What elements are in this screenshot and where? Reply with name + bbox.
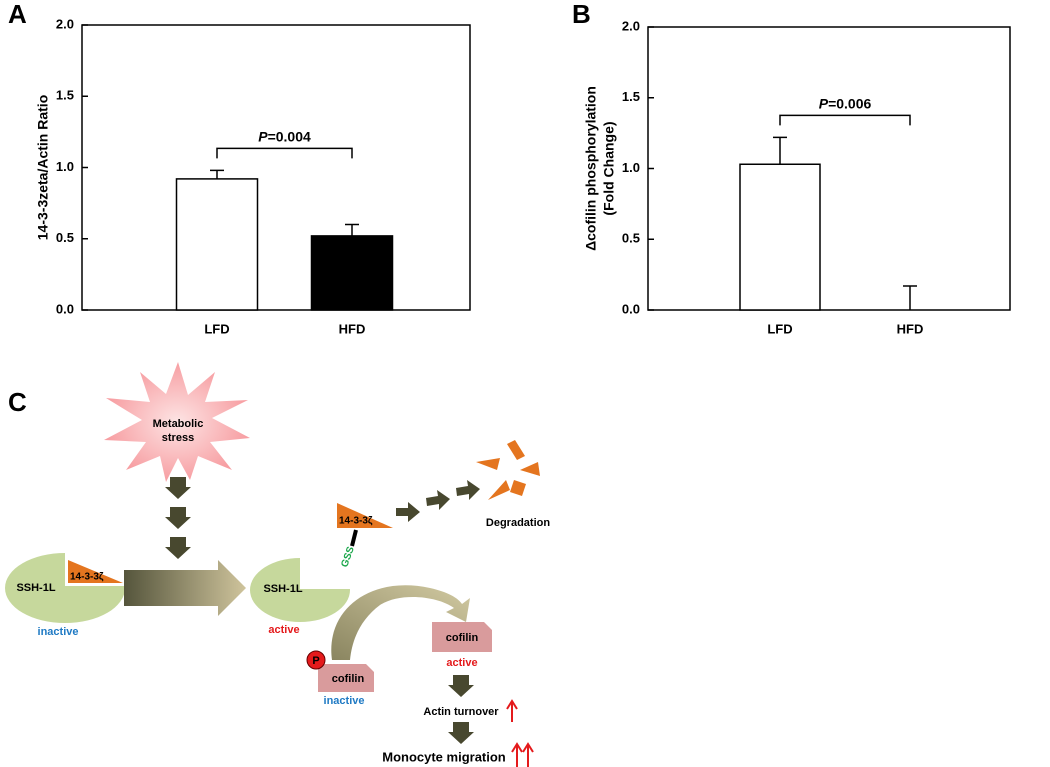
error-bar	[903, 285, 917, 310]
significance-bracket	[216, 147, 353, 159]
y-axis-label: (Fold Change)	[601, 121, 617, 215]
significance-bracket	[779, 114, 911, 126]
protein-label: 14-3-3ζ	[70, 572, 104, 583]
y-tick-label: 0.0	[622, 301, 640, 316]
state-label: inactive	[38, 626, 79, 638]
outcome-label: Monocyte migration	[382, 749, 506, 764]
panel-label: C	[8, 387, 27, 417]
y-tick-label: 1.5	[56, 88, 74, 103]
y-tick-label: 0.0	[56, 301, 74, 316]
y-tick-label: 2.0	[622, 18, 640, 33]
y-tick-label: 1.0	[56, 159, 74, 174]
ssh-label: SSH-1L	[16, 582, 55, 594]
bond	[350, 529, 358, 547]
up-arrow	[506, 699, 518, 722]
modification-label: GSS	[339, 545, 357, 569]
protein-shape	[337, 503, 393, 528]
stress-label: Metabolic	[153, 418, 204, 430]
y-tick-label: 0.5	[622, 231, 640, 246]
state-label: active	[446, 657, 477, 669]
y-axis-label: Δcofilin phosphorylation	[583, 86, 599, 251]
degradation-label: Degradation	[486, 517, 550, 529]
big-arrow	[124, 560, 246, 616]
y-tick-label: 0.5	[56, 230, 74, 245]
error-bar	[773, 136, 787, 165]
arrows	[396, 480, 480, 522]
p-value: P=0.006	[819, 95, 872, 111]
panel-label: A	[8, 0, 27, 29]
arrow	[165, 507, 191, 529]
y-tick-label: 1.0	[622, 160, 640, 175]
error-bar	[345, 223, 359, 236]
p-value: P=0.004	[258, 128, 311, 144]
fragments	[476, 440, 540, 500]
bar	[175, 178, 259, 311]
up-arrow	[511, 742, 534, 767]
x-tick-label: LFD	[767, 321, 792, 336]
y-tick-label: 1.5	[622, 89, 640, 104]
arrow	[165, 477, 191, 499]
outcome-label: Actin turnover	[423, 706, 499, 718]
stress-label: stress	[162, 432, 194, 444]
charts: A 0.0 0.5 1.0 1.5 2.0 14-3-3zeta/Actin Ratio LF…	[8, 0, 1011, 336]
cofilin-label: cofilin	[332, 673, 365, 685]
arrow	[448, 722, 474, 744]
phospho-label: P	[312, 655, 319, 667]
bar	[739, 163, 821, 311]
protein-label: 14-3-3ζ	[339, 516, 373, 527]
plot-frame	[647, 26, 1011, 311]
arrow	[448, 675, 474, 697]
error-bar	[210, 169, 224, 179]
x-tick-label: LFD	[204, 321, 229, 336]
y-axis-label: 14-3-3zeta/Actin Ratio	[35, 95, 51, 240]
arrow	[165, 537, 191, 559]
cofilin-shape	[432, 622, 492, 652]
state-label: active	[268, 624, 299, 636]
protein-shape	[68, 560, 123, 583]
cofilin-shape	[318, 664, 374, 692]
curved-arrow	[331, 585, 470, 660]
diagram: C Metabolic stress 14-3-3ζ SSH-1L inacti…	[5, 362, 550, 767]
stress-burst	[104, 362, 250, 482]
phospho-circle	[306, 650, 326, 670]
x-tick-label: HFD	[897, 321, 924, 336]
notch	[300, 556, 354, 589]
panel-label: B	[572, 0, 591, 29]
plot-frame	[81, 24, 471, 311]
bar	[310, 235, 394, 311]
x-tick-label: HFD	[339, 321, 366, 336]
y-tick-label: 2.0	[56, 16, 74, 31]
ssh-label: SSH-1L	[263, 583, 302, 595]
cofilin-label: cofilin	[446, 632, 479, 644]
state-label: inactive	[324, 695, 365, 707]
